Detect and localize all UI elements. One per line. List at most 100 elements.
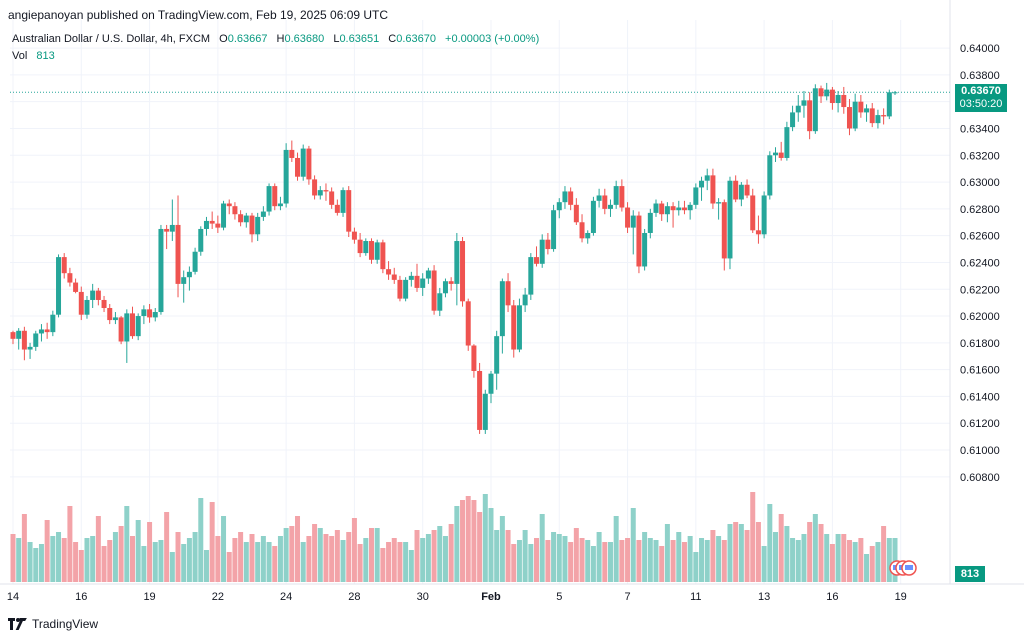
volume-bar bbox=[346, 532, 352, 582]
volume-bar bbox=[420, 538, 426, 582]
volume-bar bbox=[653, 540, 659, 582]
candle-body bbox=[545, 239, 551, 250]
candle-body bbox=[767, 155, 773, 196]
volume-bar bbox=[664, 524, 670, 582]
volume-bar bbox=[414, 530, 420, 582]
candle-body bbox=[61, 257, 67, 274]
candle-body bbox=[408, 275, 414, 280]
volume-bar bbox=[721, 540, 727, 582]
volume-bar bbox=[186, 538, 192, 582]
candle-body bbox=[670, 206, 676, 211]
candle-body bbox=[676, 207, 682, 211]
volume-bar bbox=[704, 540, 710, 582]
candle-body bbox=[33, 333, 39, 347]
candle-body bbox=[625, 207, 631, 228]
volume-bar bbox=[226, 552, 232, 582]
volume-bar bbox=[147, 522, 153, 582]
volume-bar bbox=[238, 532, 244, 582]
volume-bar bbox=[670, 540, 676, 582]
candle-body bbox=[562, 191, 568, 203]
candle-body bbox=[511, 305, 517, 350]
volume-bar bbox=[824, 534, 830, 582]
candle-body bbox=[841, 94, 847, 108]
footer-brand: TradingView bbox=[32, 617, 99, 631]
candle-body bbox=[56, 257, 62, 315]
volume-bar bbox=[118, 526, 124, 582]
volume-bar bbox=[687, 536, 693, 582]
candle-body bbox=[801, 100, 807, 106]
volume-bar bbox=[334, 530, 340, 582]
volume-bar bbox=[460, 500, 466, 582]
candle-body bbox=[238, 214, 244, 223]
last-price-tag: 0.63670 03:50:20 bbox=[955, 84, 1007, 112]
candle-body bbox=[881, 115, 887, 117]
volume-bar bbox=[255, 542, 261, 582]
volume-bar bbox=[790, 538, 796, 582]
candle-body bbox=[283, 149, 289, 204]
open-label: O bbox=[219, 33, 228, 45]
volume-bar bbox=[528, 544, 534, 582]
volume-bar bbox=[852, 542, 858, 582]
candle-body bbox=[460, 241, 466, 302]
candle-body bbox=[38, 329, 44, 334]
volume-bar bbox=[101, 546, 107, 582]
candle-body bbox=[454, 241, 460, 284]
y-tick-label: 0.62600 bbox=[960, 231, 1000, 243]
candle-body bbox=[243, 215, 249, 223]
volume-bar bbox=[607, 542, 613, 582]
volume-bar bbox=[10, 534, 16, 582]
volume-legend[interactable]: Vol 813 bbox=[12, 50, 55, 62]
volume-bar bbox=[135, 520, 141, 582]
volume-bar bbox=[835, 534, 841, 582]
candle-body bbox=[21, 330, 27, 350]
y-tick-label: 0.60800 bbox=[960, 472, 1000, 484]
volume-bar bbox=[818, 524, 824, 582]
candle-body bbox=[488, 373, 494, 394]
volume-bar bbox=[761, 546, 767, 582]
candle-body bbox=[437, 293, 443, 311]
volume-bar bbox=[454, 506, 460, 582]
volume-bar bbox=[56, 532, 62, 582]
candle-body bbox=[647, 212, 653, 233]
y-tick-label: 0.63400 bbox=[960, 123, 1000, 135]
volume-value: 813 bbox=[36, 50, 55, 62]
volume-bar bbox=[494, 530, 500, 582]
volume-bar bbox=[215, 536, 221, 582]
high-label: H bbox=[276, 33, 285, 45]
volume-bar bbox=[710, 530, 716, 582]
candle-body bbox=[380, 242, 386, 270]
volume-bar bbox=[408, 550, 414, 582]
ohlc-legend[interactable]: Australian Dollar / U.S. Dollar, 4h, FXC… bbox=[12, 33, 539, 45]
candle-body bbox=[534, 257, 540, 264]
candle-body bbox=[812, 88, 818, 132]
candle-body bbox=[721, 202, 727, 259]
volume-bar bbox=[784, 526, 790, 582]
volume-bar bbox=[545, 540, 551, 582]
volume-bar bbox=[403, 542, 409, 582]
candle-body bbox=[539, 239, 545, 264]
candle-body bbox=[346, 190, 352, 232]
volume-bar bbox=[192, 532, 198, 582]
candle-body bbox=[687, 204, 693, 211]
x-tick-label: Feb bbox=[481, 591, 501, 603]
volume-bar bbox=[659, 546, 665, 582]
last-volume-tag: 813 bbox=[955, 566, 985, 582]
volume-bar bbox=[465, 496, 471, 582]
volume-bar bbox=[340, 540, 346, 582]
volume-bar bbox=[374, 528, 380, 582]
volume-bar bbox=[198, 498, 204, 582]
candle-body bbox=[585, 232, 591, 239]
candle-body bbox=[95, 290, 101, 300]
candle-body bbox=[420, 278, 426, 288]
candle-body bbox=[824, 89, 830, 97]
volume-bar bbox=[482, 494, 488, 582]
volume-bar bbox=[568, 542, 574, 582]
volume-bar bbox=[266, 542, 272, 582]
volume-bar bbox=[858, 538, 864, 582]
y-tick-label: 0.62200 bbox=[960, 284, 1000, 296]
candle-body bbox=[716, 202, 722, 204]
volume-bar bbox=[539, 514, 545, 582]
close-value: 0.63670 bbox=[396, 33, 436, 45]
candle-body bbox=[124, 313, 130, 342]
